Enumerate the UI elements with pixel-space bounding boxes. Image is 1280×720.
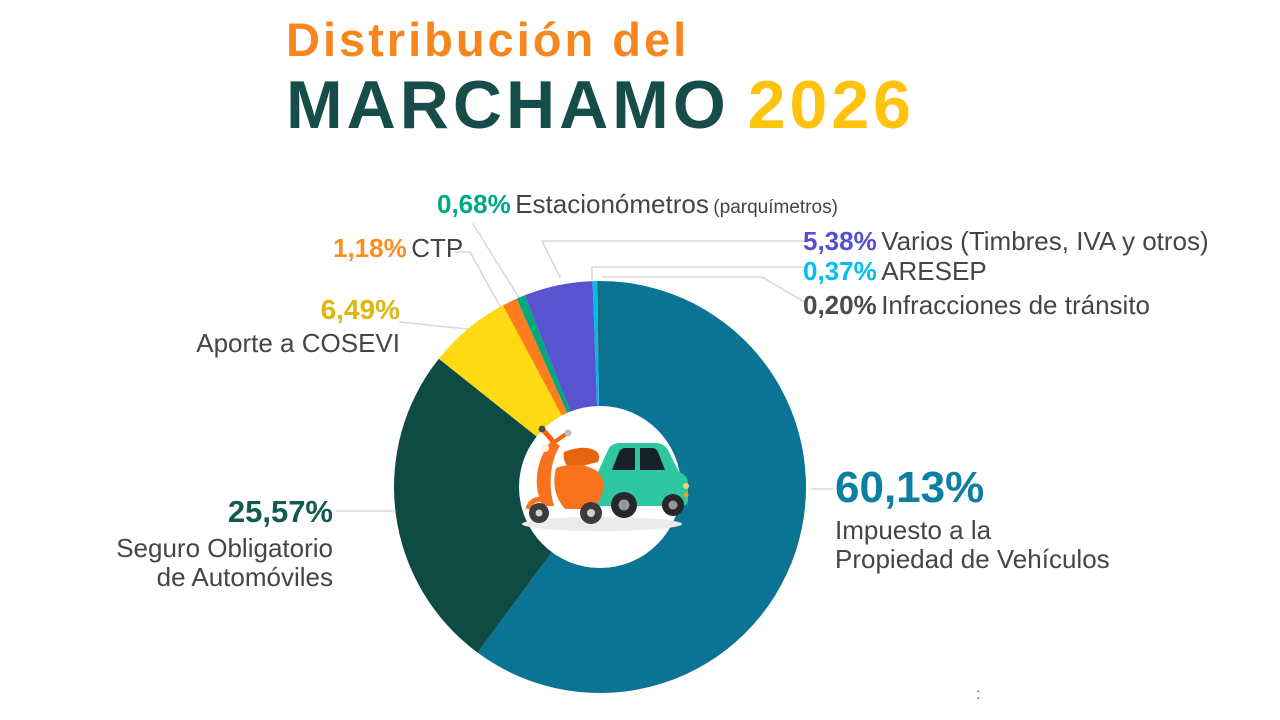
- aresep-label: ARESEP: [881, 256, 987, 286]
- soa-label-line2: de Automóviles: [156, 561, 333, 592]
- title-line1: Distribución del: [286, 13, 690, 66]
- callout-estacionometros: 0,68% Estacionómetros (parquímetros): [437, 189, 838, 219]
- varios-label: Varios (Timbres, IVA y otros): [881, 226, 1209, 256]
- title-line2: MARCHAMO 2026: [286, 71, 915, 139]
- ctp-pct: 1,18%: [333, 233, 407, 263]
- center-illustration: [519, 406, 689, 568]
- leader-aresep: [591, 266, 807, 280]
- slice-aresep: [592, 281, 599, 408]
- vehicle-shadow: [522, 517, 682, 531]
- callout-cosevi: 6,49% Aporte a COSEVI: [140, 294, 400, 358]
- estacionometros-pct: 0,68%: [437, 189, 511, 219]
- slice-est: [516, 295, 571, 414]
- callout-ctp: 1,18% CTP: [333, 233, 464, 263]
- slice-varios: [524, 281, 598, 413]
- ipv-pct: 60,13%: [835, 463, 985, 512]
- estacionometros-label: Estacionómetros: [515, 189, 709, 219]
- callout-impuesto-propiedad: 60,13% Impuesto a la Propiedad de Vehícu…: [835, 463, 1110, 574]
- estacionometros-sublabel: (parquímetros): [713, 197, 838, 218]
- slice-cosevi: [438, 305, 563, 438]
- scooter-icon: [525, 425, 604, 524]
- cosevi-label: Aporte a COSEVI: [196, 328, 400, 359]
- callout-aresep: 0,37% ARESEP: [803, 256, 987, 286]
- soa-label-line1: Seguro Obligatorio: [116, 532, 333, 563]
- infracciones-pct: 0,20%: [803, 290, 877, 320]
- donut-slices: [394, 281, 807, 694]
- slice-ctp: [502, 298, 568, 417]
- ipv-label-line2: Propiedad de Vehículos: [835, 544, 1110, 575]
- infracciones-label: Infracciones de tránsito: [881, 290, 1150, 320]
- callout-varios: 5,38% Varios (Timbres, IVA y otros): [803, 226, 1209, 256]
- slice-soa: [394, 358, 553, 653]
- aresep-pct: 0,37%: [803, 256, 877, 286]
- cosevi-pct: 6,49%: [320, 294, 400, 325]
- slice-ipv: [477, 281, 807, 694]
- car-icon: [586, 443, 689, 518]
- varios-pct: 5,38%: [803, 226, 877, 256]
- page-title: Distribución del MARCHAMO 2026: [286, 16, 915, 139]
- leader-cosevi: [399, 321, 478, 331]
- callout-seguro-obligatorio: 25,57% Seguro Obligatorio de Automóviles: [73, 494, 333, 592]
- slice-infracciones: [597, 281, 600, 408]
- leader-ctp: [454, 251, 513, 329]
- footer-mark: :: [976, 686, 981, 703]
- leader-infracciones: [601, 276, 807, 304]
- callout-infracciones: 0,20% Infracciones de tránsito: [803, 290, 1150, 320]
- ctp-label: CTP: [411, 233, 464, 263]
- title-year: 2026: [747, 67, 915, 143]
- title-brand: MARCHAMO: [286, 67, 730, 143]
- soa-pct: 25,57%: [227, 494, 333, 529]
- leader-varios: [541, 240, 807, 278]
- ipv-label-line1: Impuesto a la: [835, 515, 992, 546]
